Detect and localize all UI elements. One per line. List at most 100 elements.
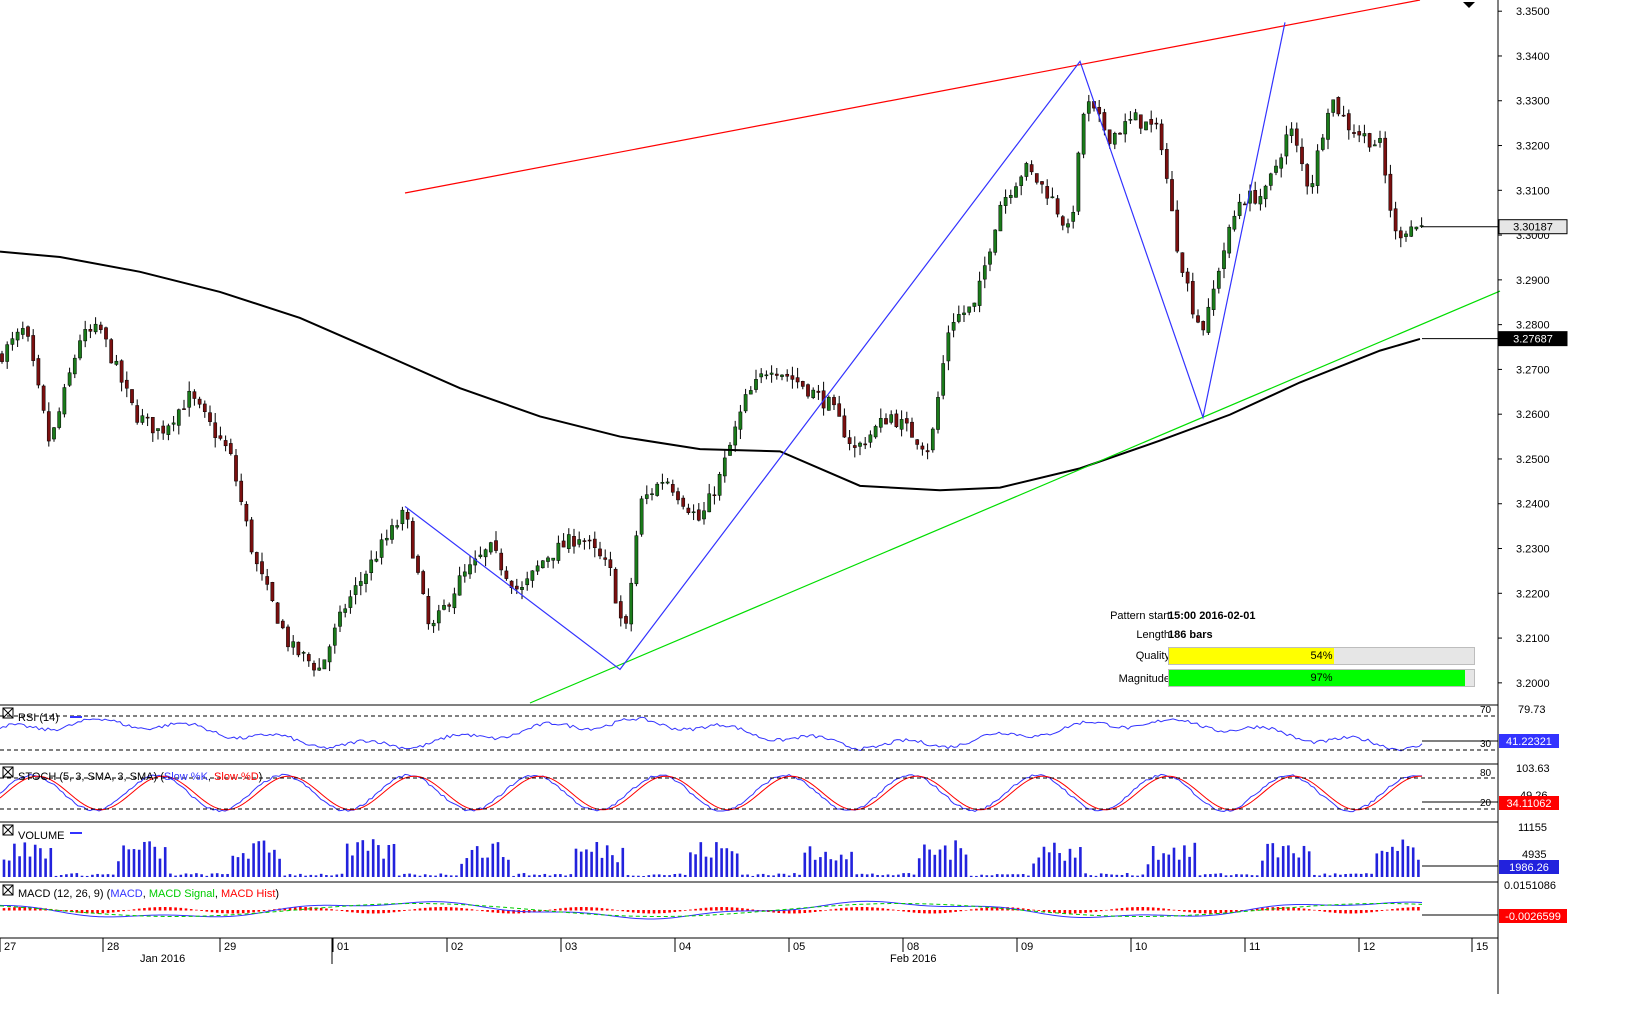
volume-bar — [1255, 875, 1259, 877]
candle-body — [613, 568, 618, 604]
candle — [790, 366, 795, 389]
candle — [1008, 189, 1013, 204]
macd-hist-bar — [642, 910, 645, 914]
candle-body — [1320, 137, 1325, 150]
candle-body — [1294, 128, 1299, 146]
macd-hist-bar — [611, 909, 614, 911]
volume-bar — [1042, 846, 1046, 877]
candle — [1019, 175, 1024, 196]
candle — [57, 407, 62, 430]
macd-hist-bar — [28, 907, 32, 911]
candle-body — [1222, 250, 1226, 269]
volume-bar — [335, 874, 339, 877]
candle-body — [774, 373, 779, 376]
candle-body — [1242, 203, 1247, 206]
macd-hist-bar — [1047, 910, 1051, 913]
volume-bar — [1339, 874, 1342, 877]
candle-body — [577, 539, 582, 545]
candle — [202, 400, 207, 418]
candle — [967, 306, 972, 316]
volume-bar — [845, 859, 848, 877]
day-label: 03 — [565, 941, 577, 953]
macd-hist-bar — [1266, 907, 1269, 911]
volume-bar — [481, 857, 484, 877]
volume-bar — [975, 875, 978, 877]
volume-bar — [522, 873, 526, 877]
macd-hist-bar — [631, 910, 635, 913]
rsi-level-70-label: 70 — [1480, 705, 1492, 716]
volume-bar — [377, 845, 380, 877]
candle — [488, 541, 493, 555]
candle-body — [457, 575, 462, 596]
macd-hist-bar — [1125, 907, 1129, 911]
macd-hist-bar — [1380, 910, 1384, 911]
macd-hist-bar — [1157, 907, 1160, 911]
volume-bar — [1318, 875, 1321, 877]
candle — [551, 557, 556, 569]
volume-bar — [1016, 874, 1020, 877]
volume-bar — [75, 873, 79, 877]
volume-bar — [1385, 851, 1389, 877]
moving-average-value-box — [1498, 331, 1568, 347]
volume-bar — [371, 839, 375, 877]
macd-hist-bar — [257, 910, 261, 912]
candle-body — [145, 416, 150, 419]
macd-hist-bar — [808, 910, 812, 913]
day-label: 09 — [1021, 941, 1033, 953]
macd-hist-bar — [574, 907, 578, 911]
candle-body — [806, 384, 810, 397]
candle — [764, 370, 769, 380]
candle — [483, 548, 488, 567]
axes-layer: 3.35003.34003.33003.32003.31003.30003.29… — [0, 0, 1568, 994]
volume-bar — [293, 875, 297, 877]
macd-hist-bar — [392, 910, 396, 913]
candle-body — [1029, 164, 1034, 173]
macd-hist-bar — [1302, 908, 1306, 911]
candle — [1419, 217, 1424, 228]
candle-body — [1352, 132, 1356, 134]
volume-bar — [101, 874, 105, 877]
macd-hist-bar — [486, 910, 489, 912]
volume-bar — [730, 851, 734, 877]
volume-bar — [236, 857, 240, 877]
candle — [41, 384, 46, 414]
candle — [67, 367, 72, 387]
candle-body — [223, 440, 228, 447]
candle — [1336, 96, 1341, 117]
candle — [566, 528, 571, 553]
volume-bar — [200, 874, 203, 877]
macd-close-icon-x2 — [2, 884, 14, 896]
volume-bar — [897, 874, 900, 877]
candle-body — [1331, 99, 1336, 113]
volume-bar — [902, 873, 905, 877]
candle-body — [660, 482, 665, 484]
moving-average-value-label: 3.27687 — [1513, 334, 1553, 346]
day-label: 04 — [679, 941, 691, 953]
candle — [842, 408, 847, 438]
candle — [920, 442, 925, 456]
volume-bar — [418, 875, 422, 877]
candle-body — [166, 425, 171, 435]
candle-body — [582, 540, 587, 542]
candle-body — [88, 329, 93, 332]
candle — [239, 473, 244, 506]
candle — [431, 619, 436, 633]
macd-hist-bar — [117, 910, 120, 912]
volume-bar — [319, 873, 323, 877]
volume-bar — [241, 853, 245, 877]
candle-body — [369, 559, 374, 574]
candle — [364, 570, 368, 593]
candle — [358, 571, 363, 596]
candle — [254, 551, 259, 572]
macd-hist-bar — [491, 910, 495, 913]
volume-bar — [215, 873, 219, 877]
macd-hist-bar — [543, 910, 547, 911]
volume-bar — [423, 874, 427, 877]
stoch-title-suffix: ) — [259, 771, 263, 783]
macd-hist-bar — [158, 907, 162, 911]
candle-body — [977, 280, 982, 306]
candle — [1310, 174, 1315, 194]
macd-hist-bar — [283, 907, 287, 911]
macd-hist-bar — [1177, 910, 1181, 911]
macd-hist-bar — [137, 908, 141, 911]
